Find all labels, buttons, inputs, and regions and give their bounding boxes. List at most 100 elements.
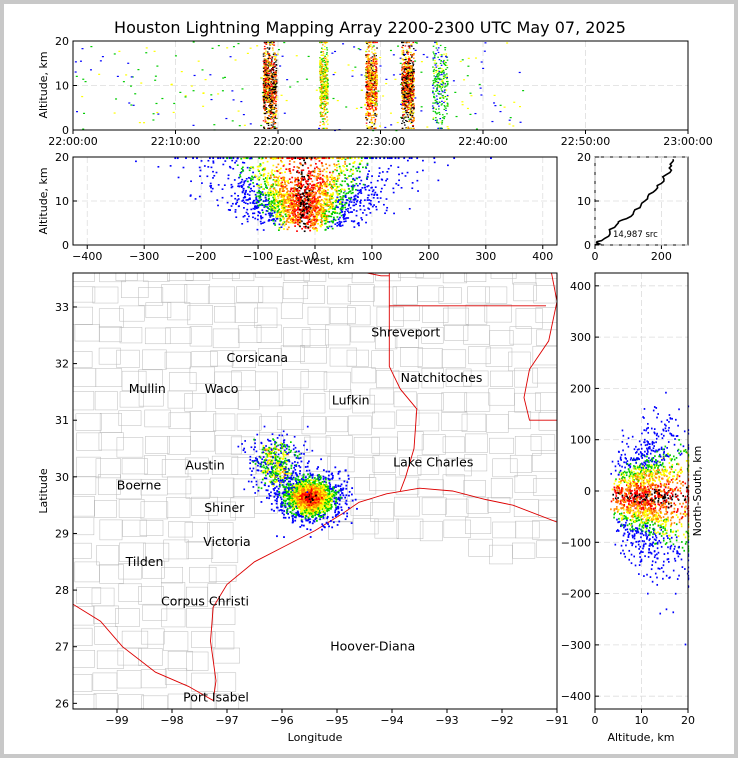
source <box>274 122 277 124</box>
source <box>281 209 284 212</box>
source <box>275 184 278 186</box>
source <box>229 56 232 58</box>
source <box>320 54 323 56</box>
source <box>263 204 265 207</box>
source <box>365 54 367 56</box>
source <box>405 97 407 99</box>
source <box>204 79 207 81</box>
source <box>287 221 290 223</box>
source <box>350 175 353 177</box>
source <box>409 87 411 90</box>
source <box>302 216 305 219</box>
source <box>308 221 311 223</box>
source <box>408 58 411 60</box>
source <box>375 93 378 95</box>
source <box>271 121 273 124</box>
source <box>338 220 341 223</box>
source <box>271 47 274 49</box>
source <box>440 67 443 70</box>
source <box>401 73 403 76</box>
source <box>336 216 339 218</box>
source <box>287 190 289 192</box>
source <box>269 212 272 214</box>
source <box>408 73 410 75</box>
source <box>407 56 410 58</box>
source <box>372 113 375 116</box>
source <box>288 199 291 201</box>
source <box>373 91 376 93</box>
source <box>327 184 330 187</box>
source <box>238 176 240 179</box>
source <box>401 120 404 122</box>
source <box>268 85 271 87</box>
source <box>274 116 276 119</box>
source <box>352 204 355 207</box>
source <box>297 216 299 219</box>
source <box>326 80 328 82</box>
source <box>335 166 338 169</box>
source <box>404 105 406 107</box>
source <box>277 178 280 181</box>
source <box>401 46 403 48</box>
source <box>324 181 326 184</box>
source <box>365 177 368 179</box>
source <box>327 79 329 81</box>
source <box>309 211 311 213</box>
source <box>263 75 266 77</box>
source <box>320 67 323 70</box>
source <box>432 102 434 104</box>
source <box>484 42 487 44</box>
source <box>324 66 327 68</box>
source <box>265 77 267 80</box>
source <box>409 100 412 102</box>
source <box>286 181 289 184</box>
source <box>362 166 364 169</box>
source <box>413 72 415 74</box>
source <box>436 88 438 91</box>
source <box>319 77 322 79</box>
source <box>405 84 407 87</box>
source <box>324 191 326 194</box>
source <box>402 49 405 52</box>
source <box>271 108 274 110</box>
source <box>368 91 371 94</box>
source <box>412 113 414 115</box>
source <box>434 62 436 64</box>
source <box>407 72 410 74</box>
source <box>334 206 337 209</box>
source <box>431 90 434 92</box>
source <box>365 68 368 70</box>
source <box>266 60 268 62</box>
source <box>318 186 321 188</box>
source <box>295 203 298 206</box>
source <box>375 80 378 82</box>
source <box>321 66 324 68</box>
source <box>328 221 331 223</box>
source <box>409 112 411 114</box>
source <box>402 92 404 94</box>
source <box>353 209 355 211</box>
source <box>263 45 266 48</box>
source <box>339 157 341 160</box>
source <box>323 77 326 79</box>
source <box>270 74 272 76</box>
source <box>435 71 437 73</box>
source <box>265 95 267 97</box>
source <box>365 167 368 169</box>
source <box>270 124 273 126</box>
source <box>274 58 277 60</box>
source <box>410 74 413 76</box>
source <box>258 186 261 188</box>
source <box>409 48 411 50</box>
source <box>223 184 226 187</box>
source <box>408 78 411 81</box>
source <box>265 50 267 52</box>
source <box>371 93 374 95</box>
source <box>336 157 339 160</box>
source <box>409 109 412 111</box>
source <box>277 182 280 185</box>
source <box>406 88 408 90</box>
source <box>270 112 273 115</box>
source <box>271 57 274 59</box>
source <box>402 84 404 87</box>
